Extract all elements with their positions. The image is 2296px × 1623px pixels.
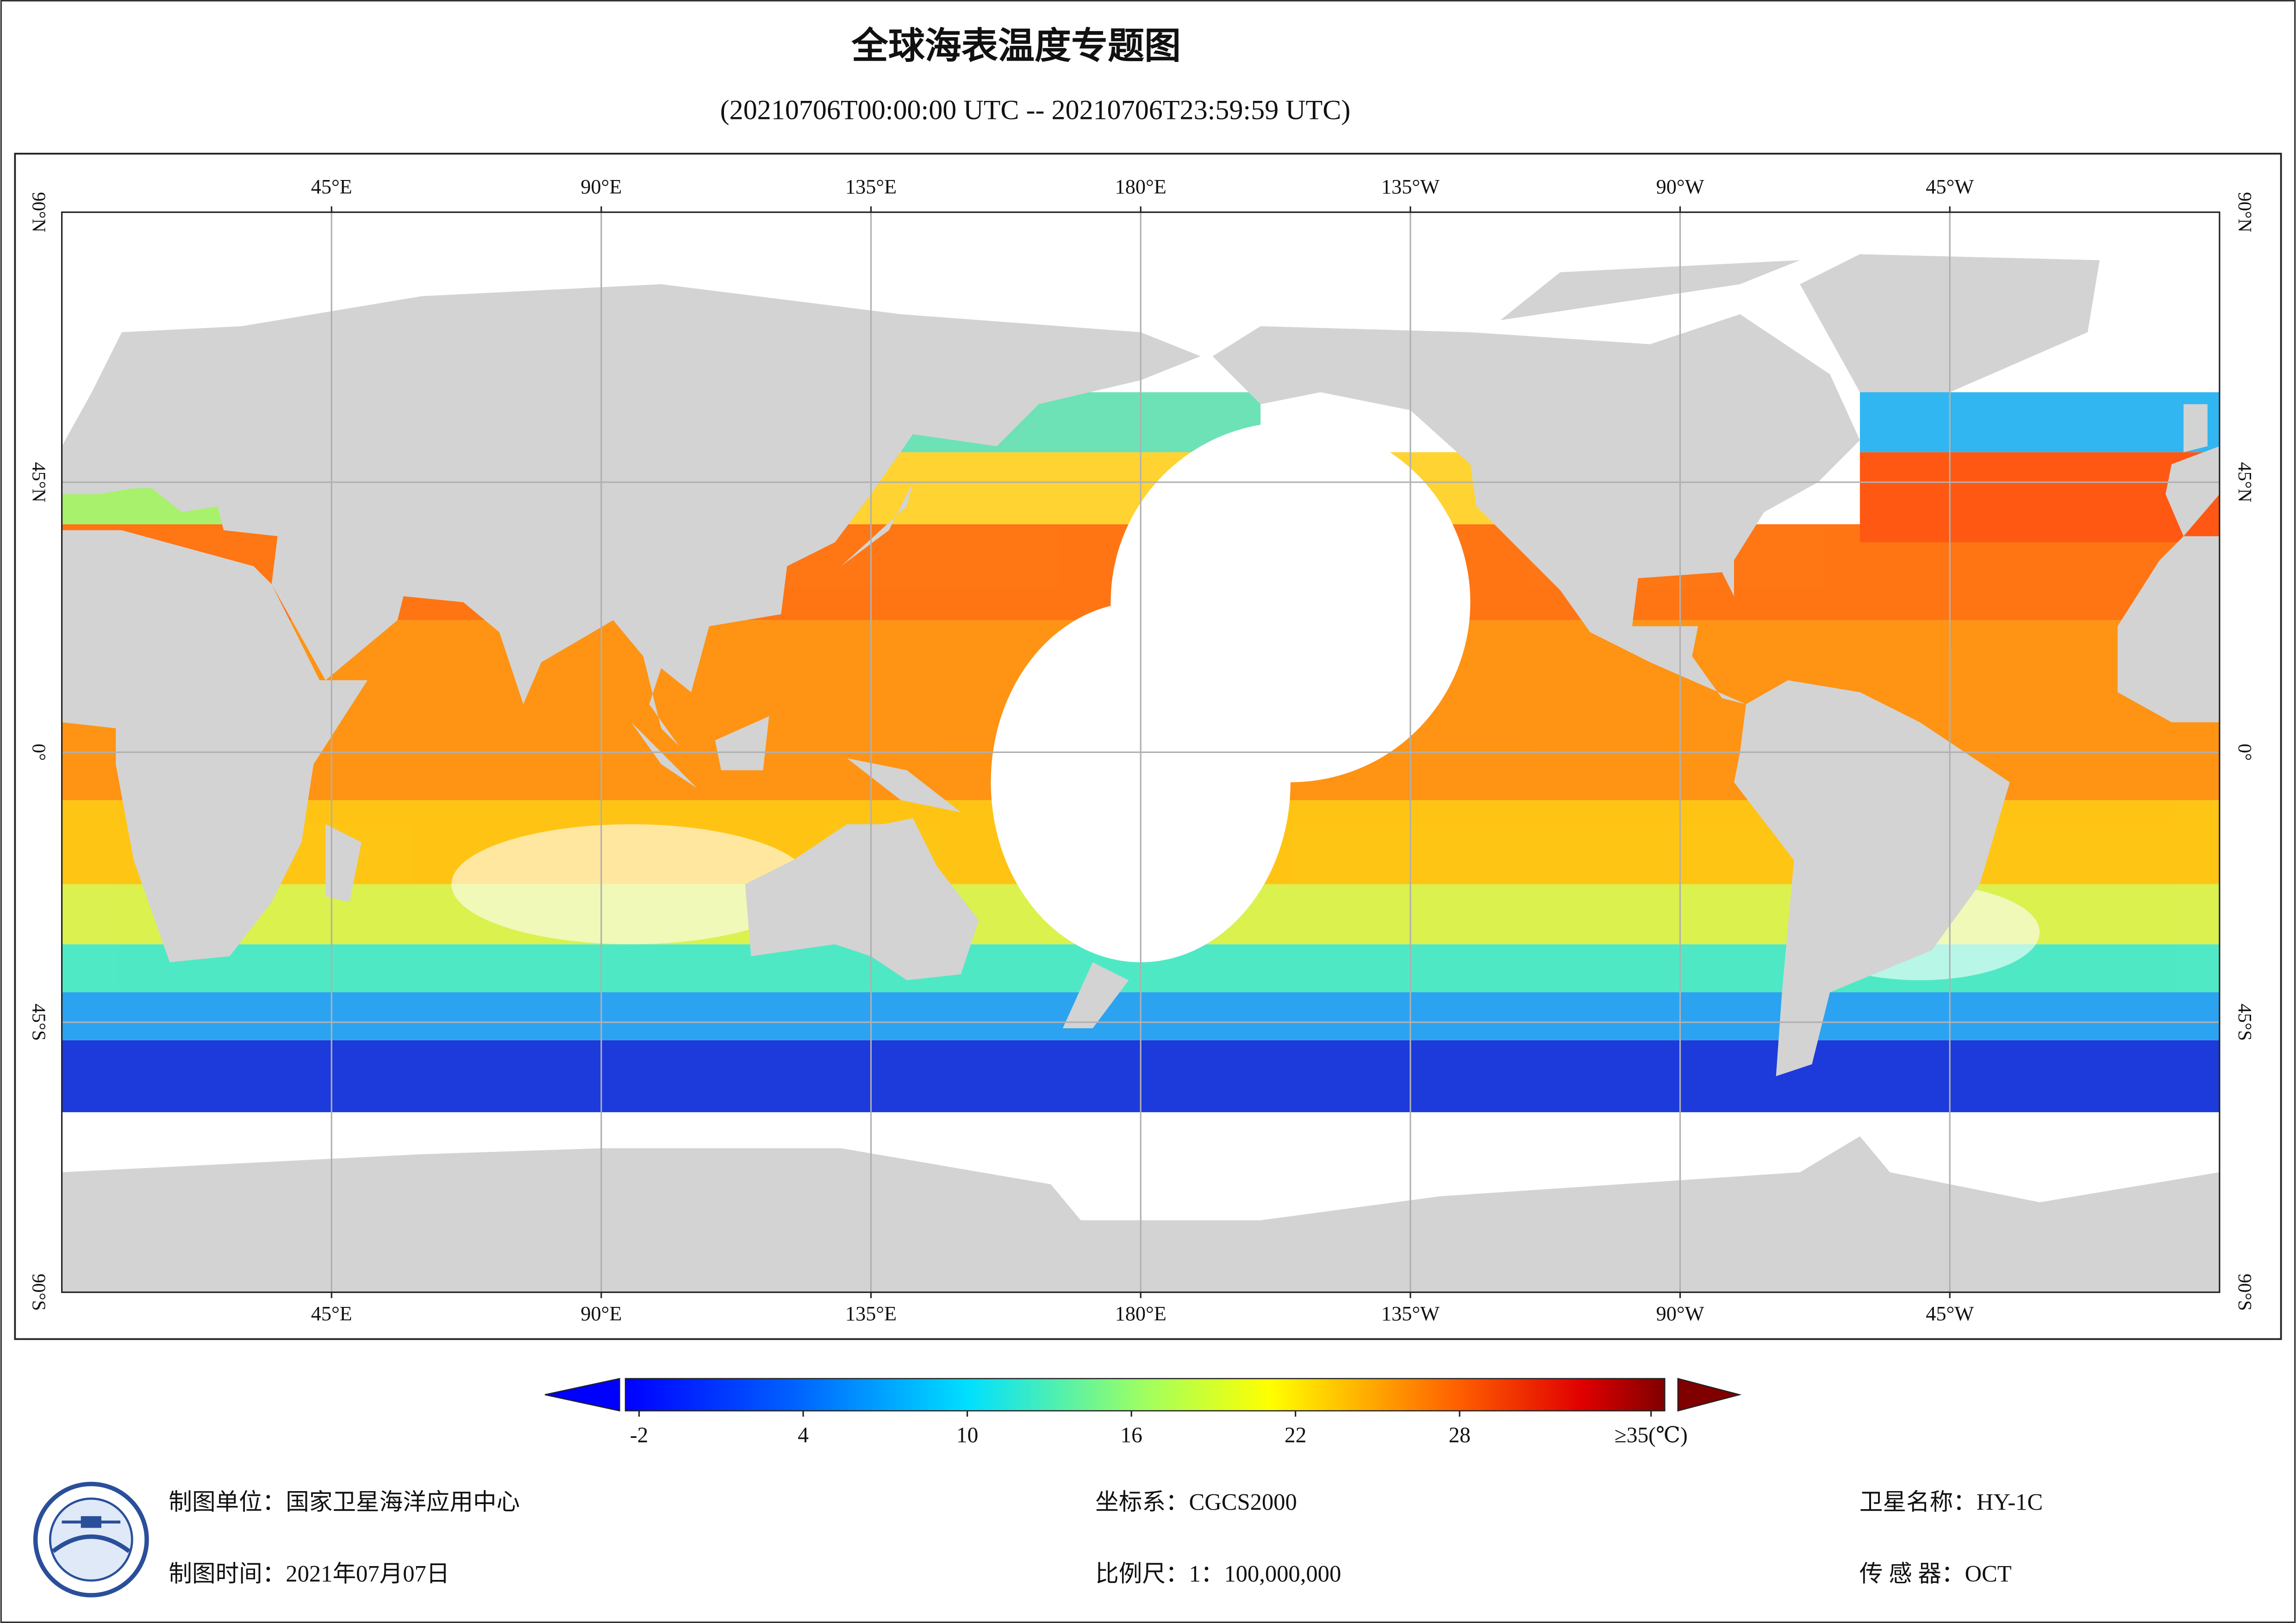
- borneo: [715, 716, 769, 771]
- colorbar-tick-label: 16: [1120, 1423, 1142, 1447]
- colorbar-tick-label: 4: [798, 1423, 809, 1447]
- eurasia: [62, 284, 1201, 746]
- lat-label-right: 90°S: [2234, 1274, 2256, 1311]
- colorbar-tick-label: 10: [956, 1423, 978, 1447]
- lat-label-right: 45°S: [2234, 1004, 2256, 1041]
- sst-band: [1859, 452, 2220, 542]
- footer-time: 制图时间：2021年07月07日: [168, 1561, 449, 1586]
- new-guinea: [847, 758, 961, 813]
- lon-label-bottom: 45°E: [311, 1302, 352, 1325]
- title: 全球海表温度专题图: [851, 25, 1181, 67]
- west-africa: [2117, 536, 2220, 722]
- iberia: [2165, 446, 2220, 536]
- lon-label-bottom: 45°W: [1926, 1302, 1974, 1325]
- lon-label-top: 180°E: [1115, 175, 1167, 198]
- britain: [2184, 404, 2208, 453]
- map-content: [62, 212, 2220, 1293]
- lat-label-left: 90°S: [28, 1274, 50, 1311]
- colorbar-under: [544, 1378, 620, 1412]
- colorbar-tick-label: ≥35(℃): [1615, 1423, 1688, 1447]
- lat-label-left: 45°S: [28, 1004, 50, 1041]
- lon-label-top: 135°E: [845, 175, 897, 198]
- cloud-gap: [1111, 422, 1471, 783]
- map-frame: [14, 153, 2282, 1340]
- lon-label-top: 45°W: [1926, 175, 1974, 198]
- lon-label-top: 45°E: [311, 175, 352, 198]
- colorbar-over: [1677, 1378, 1742, 1412]
- colorbar: -2 4 10 16 22 28 ≥35(℃): [544, 1378, 1742, 1447]
- logo: [33, 1481, 149, 1598]
- lon-label-top: 90°E: [580, 175, 622, 198]
- lat-label-left: 0°: [28, 744, 50, 761]
- north-america: [1212, 314, 1860, 704]
- colorbar-tick-label: 22: [1285, 1423, 1306, 1447]
- madagascar: [325, 824, 362, 902]
- lon-label-top: 90°W: [1656, 175, 1704, 198]
- cloud-gap: [451, 824, 811, 945]
- lat-label-left: 90°N: [28, 192, 50, 232]
- lon-label-bottom: 135°W: [1381, 1302, 1440, 1325]
- colorbar-tick-label: 28: [1448, 1423, 1470, 1447]
- arctic-islands: [1500, 260, 1800, 320]
- south-america: [1734, 680, 2010, 1076]
- lat-label-left: 45°N: [28, 462, 50, 502]
- footer-crs: 坐标系：CGCS2000: [1095, 1489, 1297, 1515]
- colorbar-ramp: [624, 1378, 1666, 1412]
- sst-band: [1859, 392, 2220, 453]
- lon-label-top: 135°W: [1381, 175, 1440, 198]
- footer-satellite: 卫星名称：HY-1C: [1859, 1489, 2043, 1515]
- footer-unit: 制图单位：国家卫星海洋应用中心: [168, 1489, 520, 1515]
- new-zealand: [1062, 962, 1129, 1028]
- colorbar-tick-label: -2: [630, 1423, 649, 1447]
- africa: [62, 530, 368, 963]
- lon-label-bottom: 180°E: [1115, 1302, 1167, 1325]
- footer-scale: 比例尺：1：100,000,000: [1095, 1561, 1341, 1586]
- lon-label-bottom: 90°W: [1656, 1302, 1704, 1325]
- lat-label-right: 0°: [2234, 744, 2256, 761]
- lat-label-right: 90°N: [2234, 192, 2256, 232]
- map-border: [61, 211, 2221, 1293]
- australia: [745, 818, 979, 981]
- lon-label-bottom: 90°E: [580, 1302, 622, 1325]
- subtitle: (20210706T00:00:00 UTC -- 20210706T23:59…: [720, 94, 1351, 125]
- lon-label-bottom: 135°E: [845, 1302, 897, 1325]
- lat-label-right: 45°N: [2234, 462, 2256, 502]
- footer-sensor: 传 感 器：OCT: [1859, 1561, 2012, 1586]
